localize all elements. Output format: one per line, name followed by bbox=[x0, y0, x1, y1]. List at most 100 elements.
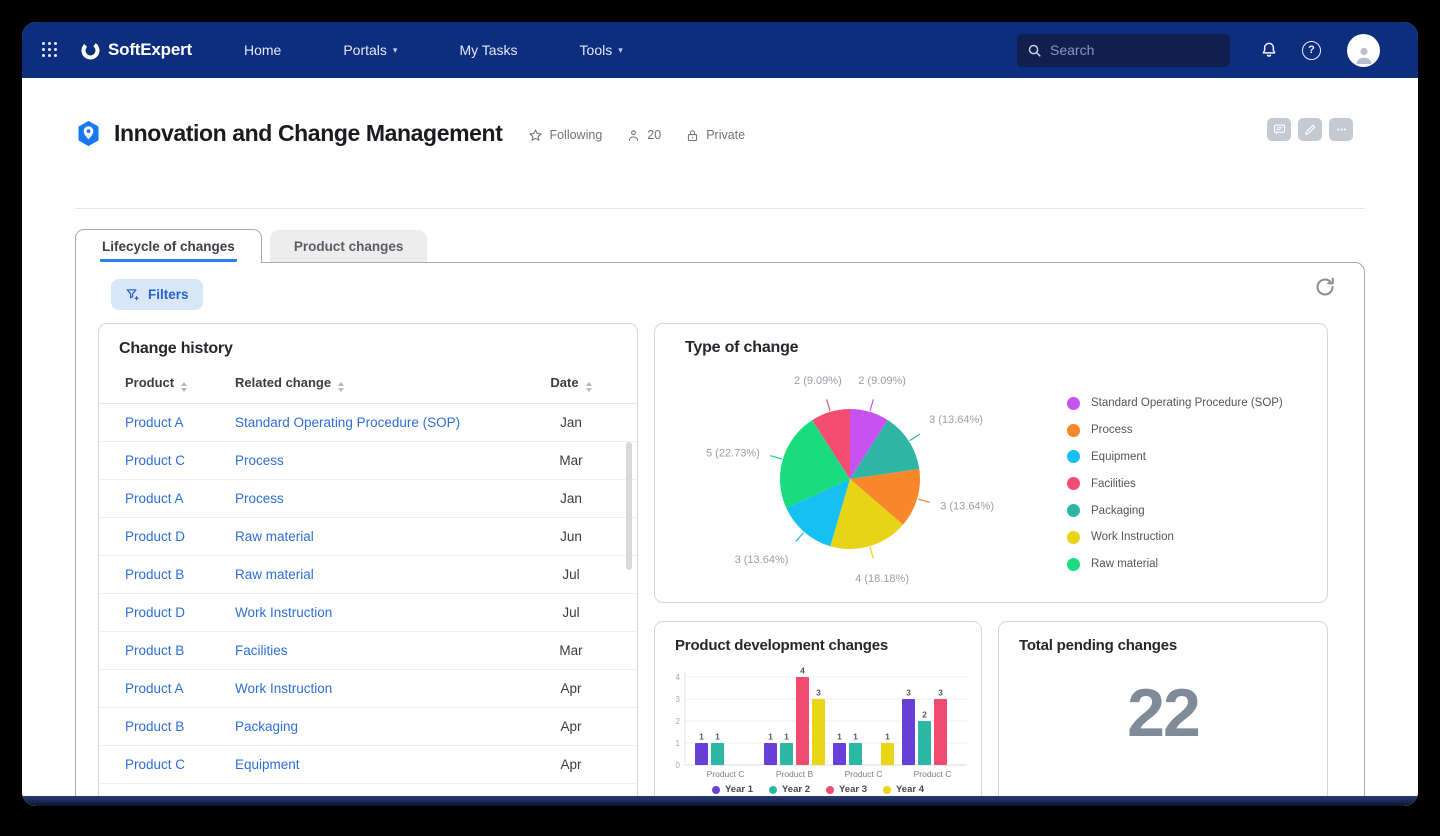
pie-slice-label: 3 (13.64%) bbox=[735, 554, 789, 566]
related-change-link[interactable]: Process bbox=[235, 491, 284, 506]
pie-label-line bbox=[909, 433, 921, 442]
x-category-label: Product C bbox=[845, 769, 883, 779]
y-tick-label: 4 bbox=[676, 673, 681, 682]
related-change-link[interactable]: Raw material bbox=[235, 529, 314, 544]
sort-icon[interactable] bbox=[338, 382, 345, 392]
bar-year2 bbox=[849, 743, 862, 765]
comment-icon bbox=[1273, 124, 1285, 135]
product-link[interactable]: Product B bbox=[125, 719, 185, 734]
pie-label-line bbox=[826, 399, 831, 412]
pie-slice-label: 4 (18.18%) bbox=[855, 573, 909, 585]
edit-button[interactable] bbox=[1298, 118, 1322, 141]
nav-item-tools[interactable]: Tools ▾ bbox=[579, 42, 623, 58]
user-avatar[interactable] bbox=[1347, 33, 1380, 67]
related-change-link[interactable]: Process bbox=[235, 453, 284, 468]
bar-value-label: 3 bbox=[906, 688, 911, 698]
product-link[interactable]: Product A bbox=[125, 681, 184, 696]
app-grid-icon[interactable] bbox=[42, 42, 58, 58]
sort-icon[interactable] bbox=[585, 382, 592, 392]
column-header-product[interactable]: Product bbox=[125, 375, 235, 392]
x-category-label: Product C bbox=[914, 769, 952, 779]
pie-slice-label: 5 (22.73%) bbox=[706, 448, 760, 460]
column-header-date[interactable]: Date bbox=[531, 375, 611, 392]
brand-name: SoftExpert bbox=[108, 40, 192, 59]
tab-panel: Filters Change history Product Related c… bbox=[75, 262, 1365, 806]
nav-item-portals[interactable]: Portals ▾ bbox=[343, 42, 398, 58]
table-row: Product D Raw material Jun bbox=[99, 518, 637, 556]
privacy-badge[interactable]: Private bbox=[685, 128, 745, 143]
bar-year4 bbox=[812, 699, 825, 765]
product-link[interactable]: Product D bbox=[125, 529, 186, 544]
legend-label: Year 4 bbox=[896, 784, 924, 795]
table-body: Product A Standard Operating Procedure (S… bbox=[99, 404, 637, 784]
legend-label: Packaging bbox=[1091, 504, 1145, 517]
page-header: Innovation and Change Management Followi… bbox=[75, 110, 1365, 156]
related-change-link[interactable]: Work Instruction bbox=[235, 681, 333, 696]
product-link[interactable]: Product C bbox=[125, 453, 186, 468]
tab-lifecycle-of-changes[interactable]: Lifecycle of changes bbox=[75, 229, 262, 263]
legend-dot bbox=[1067, 477, 1080, 491]
related-change-link[interactable]: Facilities bbox=[235, 643, 288, 658]
page-content: Innovation and Change Management Followi… bbox=[22, 78, 1418, 806]
brand-logo[interactable]: SoftExpert bbox=[80, 40, 192, 61]
product-link[interactable]: Product D bbox=[125, 605, 186, 620]
legend-item: Packaging bbox=[1067, 497, 1283, 524]
date-value: Jul bbox=[562, 567, 580, 582]
product-link[interactable]: Product A bbox=[125, 415, 184, 430]
search-box[interactable] bbox=[1017, 33, 1230, 67]
date-value: Jul bbox=[562, 605, 580, 620]
y-tick-label: 3 bbox=[676, 695, 681, 704]
legend-item: Year 1 bbox=[712, 784, 753, 795]
nav-item-home[interactable]: Home bbox=[243, 42, 282, 58]
related-change-link[interactable]: Standard Operating Procedure (SOP) bbox=[235, 415, 461, 430]
bar-chart-title: Product development changes bbox=[675, 637, 888, 654]
related-change-link[interactable]: Work Instruction bbox=[235, 605, 333, 620]
lock-icon bbox=[688, 129, 698, 141]
related-change-link[interactable]: Equipment bbox=[235, 757, 300, 772]
refresh-icon bbox=[1316, 277, 1334, 296]
filters-button[interactable]: Filters bbox=[111, 279, 203, 310]
sort-icon[interactable] bbox=[181, 382, 188, 392]
product-link[interactable]: Product C bbox=[125, 757, 186, 772]
notifications-bell-icon[interactable] bbox=[1258, 39, 1280, 61]
tab-product-changes[interactable]: Product changes bbox=[269, 230, 428, 262]
help-icon[interactable]: ? bbox=[1302, 40, 1321, 60]
bar-year1 bbox=[695, 743, 708, 765]
nav-item-my-tasks[interactable]: My Tasks bbox=[459, 42, 518, 58]
legend-label: Standard Operating Procedure (SOP) bbox=[1091, 397, 1283, 410]
legend-item: Equipment bbox=[1067, 444, 1283, 471]
app-window: SoftExpert Home Portals ▾ My Tasks Tools ▾… bbox=[22, 22, 1418, 806]
pie-slice-label: 2 (9.09%) bbox=[858, 375, 906, 387]
search-input[interactable] bbox=[1050, 42, 1220, 58]
legend-item: Year 3 bbox=[826, 784, 867, 795]
pie-slice bbox=[830, 479, 903, 550]
legend-dot bbox=[712, 785, 720, 794]
date-value: Apr bbox=[560, 719, 582, 734]
kpi-value: 22 bbox=[1127, 675, 1201, 751]
legend-label: Year 3 bbox=[839, 784, 867, 795]
legend-label: Raw material bbox=[1091, 558, 1159, 571]
table-header: Product Related change Date bbox=[99, 364, 637, 404]
related-change-link[interactable]: Raw material bbox=[235, 567, 314, 582]
product-link[interactable]: Product A bbox=[125, 491, 184, 506]
legend-dot bbox=[826, 785, 834, 794]
table-scrollbar[interactable] bbox=[626, 442, 632, 570]
refresh-button[interactable] bbox=[1313, 275, 1337, 299]
legend-label: Work Instruction bbox=[1091, 531, 1174, 544]
pie-slice-label: 3 (13.64%) bbox=[940, 501, 994, 513]
members-count[interactable]: 20 bbox=[626, 128, 661, 143]
more-options-button[interactable] bbox=[1329, 118, 1353, 141]
pie-label-line bbox=[770, 455, 783, 460]
page-title: Innovation and Change Management bbox=[114, 119, 503, 146]
product-link[interactable]: Product B bbox=[125, 567, 185, 582]
date-value: Jun bbox=[560, 529, 582, 544]
product-link[interactable]: Product B bbox=[125, 643, 185, 658]
y-tick-label: 1 bbox=[676, 739, 681, 748]
related-change-link[interactable]: Packaging bbox=[235, 719, 299, 734]
following-toggle[interactable]: Following bbox=[528, 128, 602, 143]
person-icon bbox=[629, 129, 639, 141]
comments-button[interactable] bbox=[1267, 118, 1291, 141]
bar-year4 bbox=[881, 743, 894, 765]
x-category-label: Product B bbox=[776, 769, 814, 779]
column-header-related-change[interactable]: Related change bbox=[235, 375, 531, 392]
